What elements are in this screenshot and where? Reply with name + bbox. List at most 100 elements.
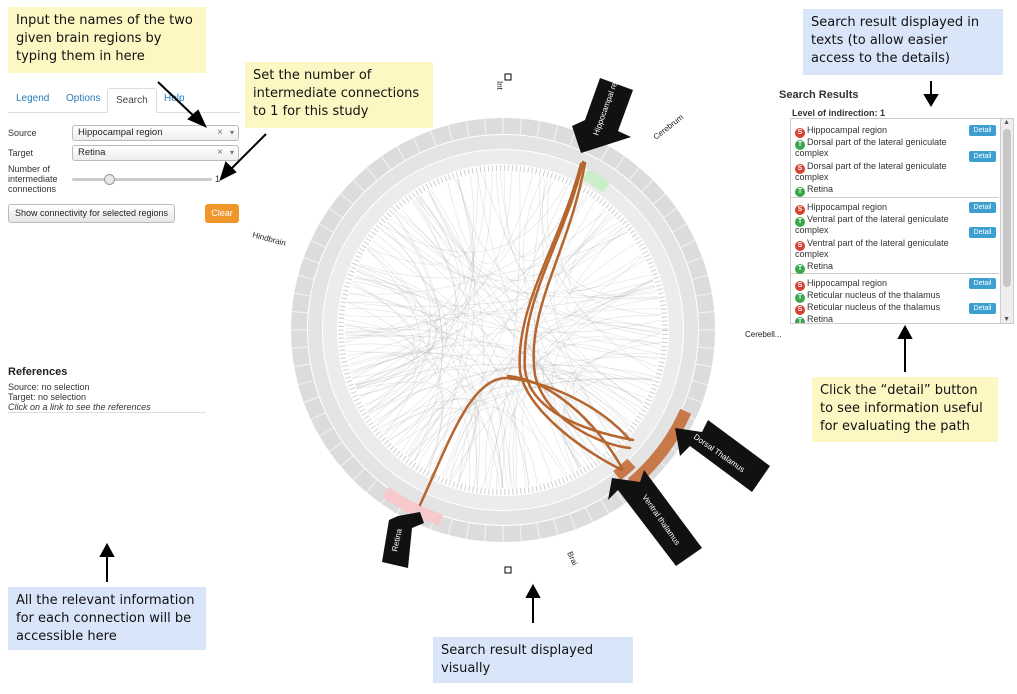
bundle-curve xyxy=(380,229,657,299)
bundle-curve xyxy=(355,248,421,388)
bundle-curve xyxy=(345,343,503,489)
bundle-curve xyxy=(355,363,644,403)
bundle-curve xyxy=(345,319,443,470)
bundle-curve xyxy=(345,172,512,329)
target-value: Retina xyxy=(78,147,106,158)
bundle-curve xyxy=(565,353,660,461)
scrollbar-thumb[interactable] xyxy=(1003,129,1011,287)
ring-divider xyxy=(352,179,365,192)
show-connectivity-button[interactable]: Show connectivity for selected regions xyxy=(8,204,175,223)
bundle-curve xyxy=(360,179,474,399)
bundle-curve xyxy=(367,212,610,412)
bottom-resize-handle[interactable] xyxy=(504,566,512,574)
chevron-down-icon[interactable]: ▾ xyxy=(229,128,234,137)
dorsal-thalamus-marker-shape xyxy=(675,420,770,492)
result-paths xyxy=(418,160,635,507)
arrow-search-text-head xyxy=(923,94,939,107)
source-select[interactable]: Hippocampal region × ▾ xyxy=(72,125,239,141)
ring-divider xyxy=(447,519,453,535)
ring-divider xyxy=(536,522,541,539)
bundle-curve xyxy=(377,212,457,427)
bundle-curve xyxy=(372,368,530,486)
tab-search[interactable]: Search xyxy=(107,88,157,113)
cerebellum-label: Cerebell... xyxy=(745,330,781,339)
result-row: T Retina xyxy=(795,261,963,274)
bundle-curve xyxy=(380,200,459,430)
bundle-curve xyxy=(351,285,661,333)
bundle-curve xyxy=(350,216,614,374)
ring-divider xyxy=(600,499,610,514)
dorsal-thalamus-segment xyxy=(627,408,692,488)
detail-button[interactable]: Detail xyxy=(969,303,996,314)
bundle-curve xyxy=(366,248,478,486)
result-row: T Ventral part of the lateral geniculate xyxy=(795,214,963,227)
bundle-curve xyxy=(358,191,467,396)
bundle-curve xyxy=(369,245,431,415)
bundle-curve xyxy=(418,373,629,464)
tab-options[interactable]: Options xyxy=(66,93,101,104)
bundle-curve xyxy=(351,344,630,426)
tab-legend[interactable]: Legend xyxy=(16,93,50,104)
bundle-curve xyxy=(401,175,474,257)
target-badge: T xyxy=(795,293,805,303)
callout-set-number: Set the number of intermediate connectio… xyxy=(245,62,433,128)
bundle-curve xyxy=(357,268,659,360)
search-results-list[interactable]: S Hippocampal region T Dorsal part of the … xyxy=(790,118,1014,324)
ventral-thalamus-marker: Ventral thalamus xyxy=(608,470,702,566)
callout-input-names: Input the names of the two given brain r… xyxy=(8,7,206,73)
source-badge: S xyxy=(795,305,805,315)
source-clear-icon[interactable]: × xyxy=(217,127,223,138)
bundle-curve xyxy=(381,228,431,436)
bundle-curve xyxy=(354,264,419,297)
bundle-curve xyxy=(415,197,568,475)
bundle-curve xyxy=(350,297,658,372)
hindbrain-label: Hindbrain xyxy=(251,230,286,248)
detail-button[interactable]: Detail xyxy=(969,151,996,162)
target-clear-icon[interactable]: × xyxy=(217,147,223,158)
bundle-curve xyxy=(347,301,419,406)
hippocampal-marker-shape xyxy=(572,78,633,153)
target-select[interactable]: Retina × ▾ xyxy=(72,145,239,161)
source-badge: S xyxy=(795,205,805,215)
bundle-curve xyxy=(354,276,660,355)
ring-divider xyxy=(695,292,712,297)
retina-marker: Retina xyxy=(382,512,424,568)
detail-button[interactable]: Detail xyxy=(969,278,996,289)
detail-button[interactable]: Detail xyxy=(969,227,996,238)
connections-label-1: Number of xyxy=(8,164,51,174)
bundle-curve xyxy=(565,226,653,313)
bundle-curve xyxy=(346,307,511,488)
bundle-curve xyxy=(426,356,659,469)
list-item: S Hippocampal region T Reticular nucleus o… xyxy=(791,273,999,323)
bundle-curve xyxy=(387,366,637,439)
ring-divider xyxy=(698,346,715,349)
bundle-curve xyxy=(401,385,503,489)
bundle-curve xyxy=(485,286,656,488)
results-scrollbar[interactable]: ▲ ▼ xyxy=(1000,119,1013,323)
detail-button[interactable]: Detail xyxy=(969,125,996,136)
bundle-curve xyxy=(346,351,416,412)
connections-slider[interactable] xyxy=(72,178,212,181)
bundle-curve xyxy=(350,277,440,374)
scroll-down-icon[interactable]: ▼ xyxy=(1003,316,1010,323)
ring-divider xyxy=(695,363,712,368)
target-label: Target xyxy=(8,148,34,158)
bundle-curve xyxy=(344,178,474,337)
chevron-down-icon[interactable]: ▾ xyxy=(229,148,234,157)
ring-divider xyxy=(329,207,343,219)
scroll-up-icon[interactable]: ▲ xyxy=(1003,119,1010,126)
ring-divider xyxy=(303,257,319,264)
clear-button[interactable]: Clear xyxy=(205,204,239,223)
bundle-curve xyxy=(413,199,661,339)
bundle-curve xyxy=(352,281,415,386)
bundle-curve xyxy=(374,234,448,422)
ring-divider xyxy=(298,274,314,280)
ring-divider xyxy=(412,137,421,153)
detail-button[interactable]: Detail xyxy=(969,202,996,213)
result-row: S Dorsal part of the lateral geniculate xyxy=(795,161,963,174)
connections-slider-handle[interactable] xyxy=(104,174,115,185)
bundle-curve xyxy=(344,195,461,333)
references-divider xyxy=(8,412,206,413)
top-resize-handle[interactable] xyxy=(504,73,512,81)
int-label: Int xyxy=(495,81,504,91)
